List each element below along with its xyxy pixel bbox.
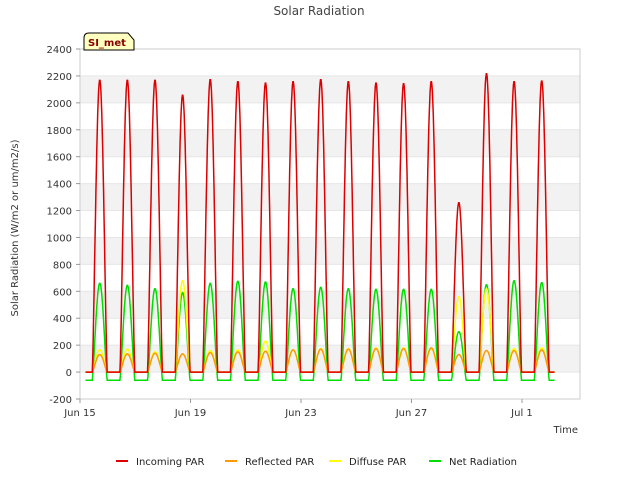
x-tick-label: Jun 23 (284, 408, 317, 419)
x-axis-title: Time (553, 425, 578, 436)
y-tick-label: 2400 (47, 45, 72, 56)
legend-item-reflected: Reflected PAR (225, 457, 314, 468)
x-tick-label: Jun 27 (395, 408, 428, 419)
legend-label: Reflected PAR (245, 457, 314, 468)
y-tick-label: -200 (49, 395, 72, 406)
grid-band (80, 75, 580, 103)
x-axis-ticks: Jun 15 Jun 19 Jun 23 Jun 27 Jul 1 (63, 399, 533, 419)
y-tick-label: 200 (53, 341, 72, 352)
legend-label: Incoming PAR (136, 457, 205, 468)
grid-band (80, 129, 580, 157)
series-layer (85, 72, 555, 381)
x-tick-label: Jun 19 (174, 408, 207, 419)
plot-background-bands (80, 75, 580, 373)
grid-band (80, 237, 580, 265)
legend-label: Net Radiation (449, 457, 517, 468)
y-tick-label: 1800 (47, 126, 72, 137)
series-line-net (85, 279, 555, 381)
grid-band (80, 291, 580, 319)
y-tick-label: 1600 (47, 153, 72, 164)
y-axis-title: Solar Radiation (W/m2 or um/m2/s) (10, 139, 21, 316)
y-tick-label: 1200 (47, 207, 72, 218)
legend-item-incoming: Incoming PAR (116, 457, 205, 468)
y-tick-label: 2000 (47, 99, 72, 110)
x-tick-label: Jul 1 (510, 408, 533, 419)
y-tick-label: 400 (53, 314, 72, 325)
y-tick-label: 1400 (47, 180, 72, 191)
series-line-incoming (85, 72, 555, 373)
site-label-box: SI_met (83, 32, 135, 51)
y-tick-label: 1000 (47, 233, 72, 244)
grid-band (80, 345, 580, 373)
legend: Incoming PAR Reflected PAR Diffuse PAR Net … (116, 457, 517, 468)
legend-item-net: Net Radiation (429, 457, 517, 468)
y-tick-label: 2200 (47, 72, 72, 83)
grid-band (80, 183, 580, 211)
y-tick-label: 800 (53, 260, 72, 271)
legend-item-diffuse: Diffuse PAR (329, 457, 406, 468)
y-tick-label: 600 (53, 287, 72, 298)
y-axis-ticks: -200 0 200 400 600 800 1000 1200 1400 1600 1800 200… (47, 45, 80, 406)
chart-title: Solar Radiation (273, 4, 364, 18)
y-tick-label: 0 (66, 368, 72, 379)
legend-label: Diffuse PAR (349, 457, 406, 468)
x-tick-label: Jun 15 (63, 408, 96, 419)
site-label: SI_met (88, 38, 126, 49)
plot-frame (79, 48, 581, 400)
